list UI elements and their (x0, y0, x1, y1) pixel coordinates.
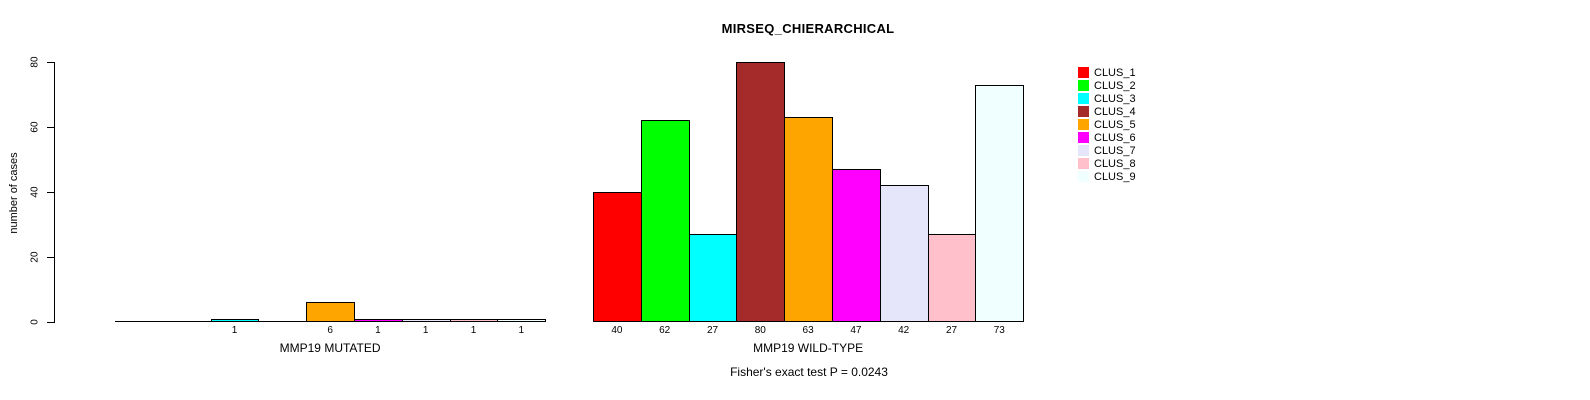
bar-value-label: 62 (659, 325, 671, 336)
y-tick (47, 322, 55, 323)
y-tick (47, 127, 55, 128)
y-tick-label: 60 (29, 121, 41, 133)
bar-value-label: 1 (470, 325, 477, 336)
legend-swatch-icon (1078, 106, 1089, 117)
legend-label: CLUS_4 (1094, 105, 1136, 118)
y-tick-label: 40 (29, 186, 41, 198)
bar-value-label: 6 (327, 325, 333, 336)
y-tick (47, 62, 55, 63)
legend-swatch-icon (1078, 158, 1089, 169)
legend-swatch-icon (1078, 80, 1089, 91)
legend-row: CLUS_1 (1078, 66, 1136, 79)
legend-label: CLUS_3 (1094, 92, 1136, 105)
legend-label: CLUS_6 (1094, 131, 1136, 144)
bar-clus_2-group1 (162, 321, 212, 322)
y-tick (47, 192, 55, 193)
bar-value-label: 1 (375, 325, 381, 336)
y-tick-label: 0 (29, 319, 41, 325)
legend-row: CLUS_9 (1078, 170, 1136, 183)
group-label-mutated: MMP19 MUTATED (279, 341, 381, 355)
legend-row: CLUS_6 (1078, 131, 1136, 144)
bar-clus_6-group2 (832, 169, 881, 322)
legend-row: CLUS_4 (1078, 105, 1136, 118)
bar-clus_9-group1 (497, 319, 547, 322)
bar-value-label: 27 (706, 325, 719, 336)
bar-clus_8-group2 (927, 234, 977, 322)
legend-swatch-icon (1078, 145, 1089, 156)
footnote-text: Fisher's exact test P = 0.0243 (730, 365, 888, 379)
bar-clus_8-group1 (449, 319, 499, 322)
y-tick-label: 20 (29, 251, 41, 263)
bar-value-label: 42 (898, 325, 910, 336)
bar-clus_5-group1 (306, 302, 355, 322)
legend-label: CLUS_5 (1094, 118, 1136, 131)
bar-value-label: 1 (422, 325, 429, 336)
bar-value-label: 1 (231, 325, 238, 336)
bar-clus_7-group1 (401, 319, 451, 322)
bar-clus_4-group2 (736, 62, 786, 322)
bar-value-label: 40 (611, 325, 623, 336)
bar-clus_4-group1 (258, 321, 308, 322)
legend-row: CLUS_2 (1078, 79, 1136, 92)
legend-label: CLUS_1 (1094, 66, 1136, 79)
legend-label: CLUS_2 (1094, 79, 1136, 92)
chart-title: MIRSEQ_CHIERARCHICAL (721, 21, 895, 36)
bar-clus_5-group2 (784, 117, 833, 322)
legend-swatch-icon (1078, 132, 1089, 143)
bar-value-label: 27 (945, 325, 958, 336)
legend-row: CLUS_3 (1078, 92, 1136, 105)
bar-clus_3-group2 (688, 234, 738, 322)
legend: CLUS_1 CLUS_2 CLUS_3 CLUS_4 CLUS_5 CLUS_6 CLUS… (1078, 66, 1136, 183)
legend-swatch-icon (1078, 119, 1089, 130)
bar-clus_1-group1 (115, 321, 164, 322)
legend-label: CLUS_9 (1094, 170, 1136, 183)
bar-clus_9-group2 (975, 85, 1025, 322)
group-label-wild-type: MMP19 WILD-TYPE (753, 341, 864, 355)
bar-clus_7-group2 (879, 185, 929, 322)
bar-value-label: 80 (754, 325, 766, 336)
bar-value-label: 63 (802, 325, 814, 336)
legend-row: CLUS_7 (1078, 144, 1136, 157)
y-tick-label: 80 (29, 56, 41, 68)
legend-label: CLUS_7 (1094, 144, 1136, 157)
bar-value-label: 1 (518, 325, 525, 336)
bar-clus_1-group2 (593, 192, 642, 322)
legend-swatch-icon (1078, 171, 1089, 182)
legend-label: CLUS_8 (1094, 157, 1136, 170)
y-axis-title: number of cases (8, 152, 20, 234)
legend-row: CLUS_8 (1078, 157, 1136, 170)
bar-clus_2-group2 (640, 120, 690, 322)
bar-clus_6-group1 (354, 319, 403, 322)
legend-row: CLUS_5 (1078, 118, 1136, 131)
bar-value-label: 47 (850, 325, 862, 336)
legend-swatch-icon (1078, 93, 1089, 104)
bar-clus_3-group1 (210, 319, 260, 322)
y-tick (47, 257, 55, 258)
legend-swatch-icon (1078, 67, 1089, 78)
bar-value-label: 73 (993, 325, 1005, 336)
